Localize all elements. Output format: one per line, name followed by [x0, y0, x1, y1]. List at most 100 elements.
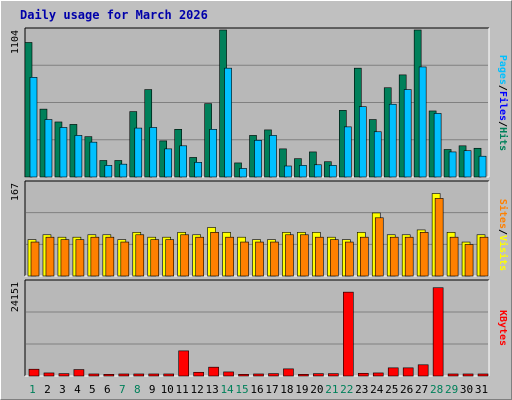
kbytes-bar-kbytes-day-29: [447, 373, 459, 377]
x-tick-label-day-13: 13: [205, 383, 218, 396]
visits-sites-bar-sites-day-11: [180, 234, 189, 277]
x-tick-label-day-3: 3: [59, 383, 66, 396]
hits-files-pages-bar-files-day-7: [119, 163, 128, 178]
visits-sites-ymax-label: 167: [10, 183, 21, 201]
visits-sites-bar-sites-day-30: [464, 244, 474, 277]
hits-files-pages-bar-files-day-8: [134, 127, 143, 178]
visits-sites-bar-sites-day-1: [30, 241, 40, 277]
x-tick-label-day-26: 26: [400, 383, 413, 396]
kbytes-bar-kbytes-day-15: [238, 374, 249, 377]
kbytes-bar-kbytes-day-28: [432, 287, 444, 377]
visits-sites-bar-sites-day-22: [345, 241, 354, 277]
hits-files-pages-bar-files-day-17: [269, 135, 277, 178]
visits-sites-bar-sites-day-14: [225, 236, 234, 277]
kbytes-bar-kbytes-day-25: [387, 367, 399, 377]
kbytes-bar-kbytes-day-30: [462, 373, 474, 377]
x-tick-label-day-16: 16: [250, 383, 263, 396]
hits-files-pages-bar-files-day-24: [373, 131, 382, 178]
hits-files-pages-bar-files-day-21: [329, 165, 337, 178]
visits-sites-bar-sites-day-3: [60, 239, 70, 277]
hits-files-pages-bar-files-day-3: [59, 127, 68, 178]
x-tick-label-day-8: 8: [134, 383, 141, 396]
hits-files-pages-ymax-label: 1104: [10, 30, 21, 54]
hits-files-pages-bar-hits-day-18: [279, 148, 287, 178]
visits-sites-series-label: Sites/Visits: [497, 199, 509, 271]
visits-sites-series-label-part: Visits: [497, 235, 509, 271]
x-tick-label-day-6: 6: [104, 383, 111, 396]
visits-sites-bar-sites-day-19: [300, 234, 309, 277]
hits-files-pages-bar-files-day-10: [164, 148, 173, 178]
x-tick-label-day-28: 28: [430, 383, 443, 396]
hits-files-pages-bar-files-day-31: [478, 155, 487, 178]
x-tick-label-day-11: 11: [176, 383, 189, 396]
x-tick-label-day-12: 12: [191, 383, 204, 396]
hits-files-pages-bar-files-day-13: [209, 129, 217, 178]
kbytes-bar-kbytes-day-16: [253, 373, 264, 377]
x-tick-label-day-30: 30: [460, 383, 473, 396]
kbytes-ymax-label: 24151: [10, 282, 21, 312]
visits-sites-bar-sites-day-25: [389, 236, 399, 277]
kbytes-bar-kbytes-day-19: [298, 374, 309, 377]
x-tick-label-day-31: 31: [475, 383, 488, 396]
visits-sites-bar-sites-day-4: [75, 239, 85, 277]
hits-files-pages-series-label-part: Pages: [497, 55, 508, 85]
chart-title: Daily usage for March 2026: [20, 8, 208, 22]
hits-files-pages-bar-files-day-27: [418, 66, 427, 178]
x-tick-label-day-17: 17: [265, 383, 278, 396]
kbytes-bar-kbytes-day-18: [283, 368, 294, 377]
hits-files-pages-bar-files-day-23: [358, 106, 367, 178]
kbytes-bar-kbytes-day-26: [402, 367, 414, 377]
visits-sites-series-label-part: /: [497, 229, 508, 235]
visits-sites-bar-sites-day-9: [150, 239, 160, 277]
kbytes-bar-kbytes-day-14: [223, 371, 234, 377]
x-tick-label-day-18: 18: [280, 383, 293, 396]
visits-sites-bar-sites-day-7: [120, 241, 130, 277]
visits-sites-bar-sites-day-2: [45, 236, 55, 277]
x-tick-label-day-22: 22: [340, 383, 353, 396]
hits-files-pages-series-label-part: Hits: [497, 127, 509, 151]
kbytes-bar-kbytes-day-4: [73, 369, 85, 377]
kbytes-bar-kbytes-day-3: [58, 373, 70, 377]
kbytes-bar-kbytes-day-24: [372, 372, 384, 377]
kbytes-bar-kbytes-day-1: [28, 368, 40, 377]
visits-sites-bar-sites-day-12: [195, 236, 204, 277]
visits-sites-bar-sites-day-5: [90, 236, 100, 277]
x-tick-label-day-5: 5: [89, 383, 96, 396]
visits-sites-bar-sites-day-13: [210, 232, 219, 277]
kbytes-bar-kbytes-day-2: [43, 372, 55, 377]
hits-files-pages-bar-hits-day-20: [309, 151, 317, 178]
visits-sites-bar-sites-day-23: [359, 236, 369, 277]
kbytes-bar-kbytes-day-22: [343, 291, 354, 377]
visits-sites-bar-sites-day-26: [404, 236, 414, 277]
visits-sites-bar-sites-day-17: [270, 241, 279, 277]
hits-files-pages-bar-files-day-30: [463, 150, 472, 178]
x-tick-label-day-14: 14: [220, 383, 234, 396]
hits-files-pages-series-label: Pages/Files/Hits: [497, 55, 509, 151]
x-tick-label-day-27: 27: [415, 383, 428, 396]
hits-files-pages-series-label-part: Files: [497, 91, 509, 121]
hits-files-pages-bar-files-day-19: [299, 165, 307, 178]
kbytes-bar-kbytes-day-17: [268, 373, 279, 377]
visits-sites-bar-sites-day-29: [449, 236, 459, 277]
kbytes-bar-kbytes-day-9: [148, 373, 160, 377]
visits-sites-bar-sites-day-15: [240, 241, 249, 277]
kbytes-bar-kbytes-day-31: [477, 373, 489, 377]
hits-files-pages-bar-files-day-16: [254, 140, 262, 178]
x-tick-label-day-4: 4: [74, 383, 81, 396]
hits-files-pages-bar-files-day-11: [179, 145, 187, 178]
x-tick-label-day-23: 23: [355, 383, 368, 396]
kbytes-bar-kbytes-day-13: [208, 366, 219, 377]
x-tick-label-day-9: 9: [149, 383, 156, 396]
visits-sites-bar-sites-day-20: [315, 236, 324, 277]
x-tick-label-day-7: 7: [119, 383, 126, 396]
x-tick-label-day-1: 1: [29, 383, 36, 396]
visits-sites-bar-sites-day-27: [419, 232, 429, 277]
visits-sites-bar-sites-day-31: [479, 236, 489, 277]
visits-sites-bar-sites-day-28: [434, 198, 444, 277]
hits-files-pages-bar-files-day-9: [149, 127, 158, 178]
x-tick-label-day-10: 10: [161, 383, 174, 396]
hits-files-pages-bar-files-day-15: [239, 168, 247, 178]
hits-files-pages-bar-files-day-25: [388, 103, 397, 178]
visits-sites-series-label-part: Sites: [497, 199, 509, 229]
